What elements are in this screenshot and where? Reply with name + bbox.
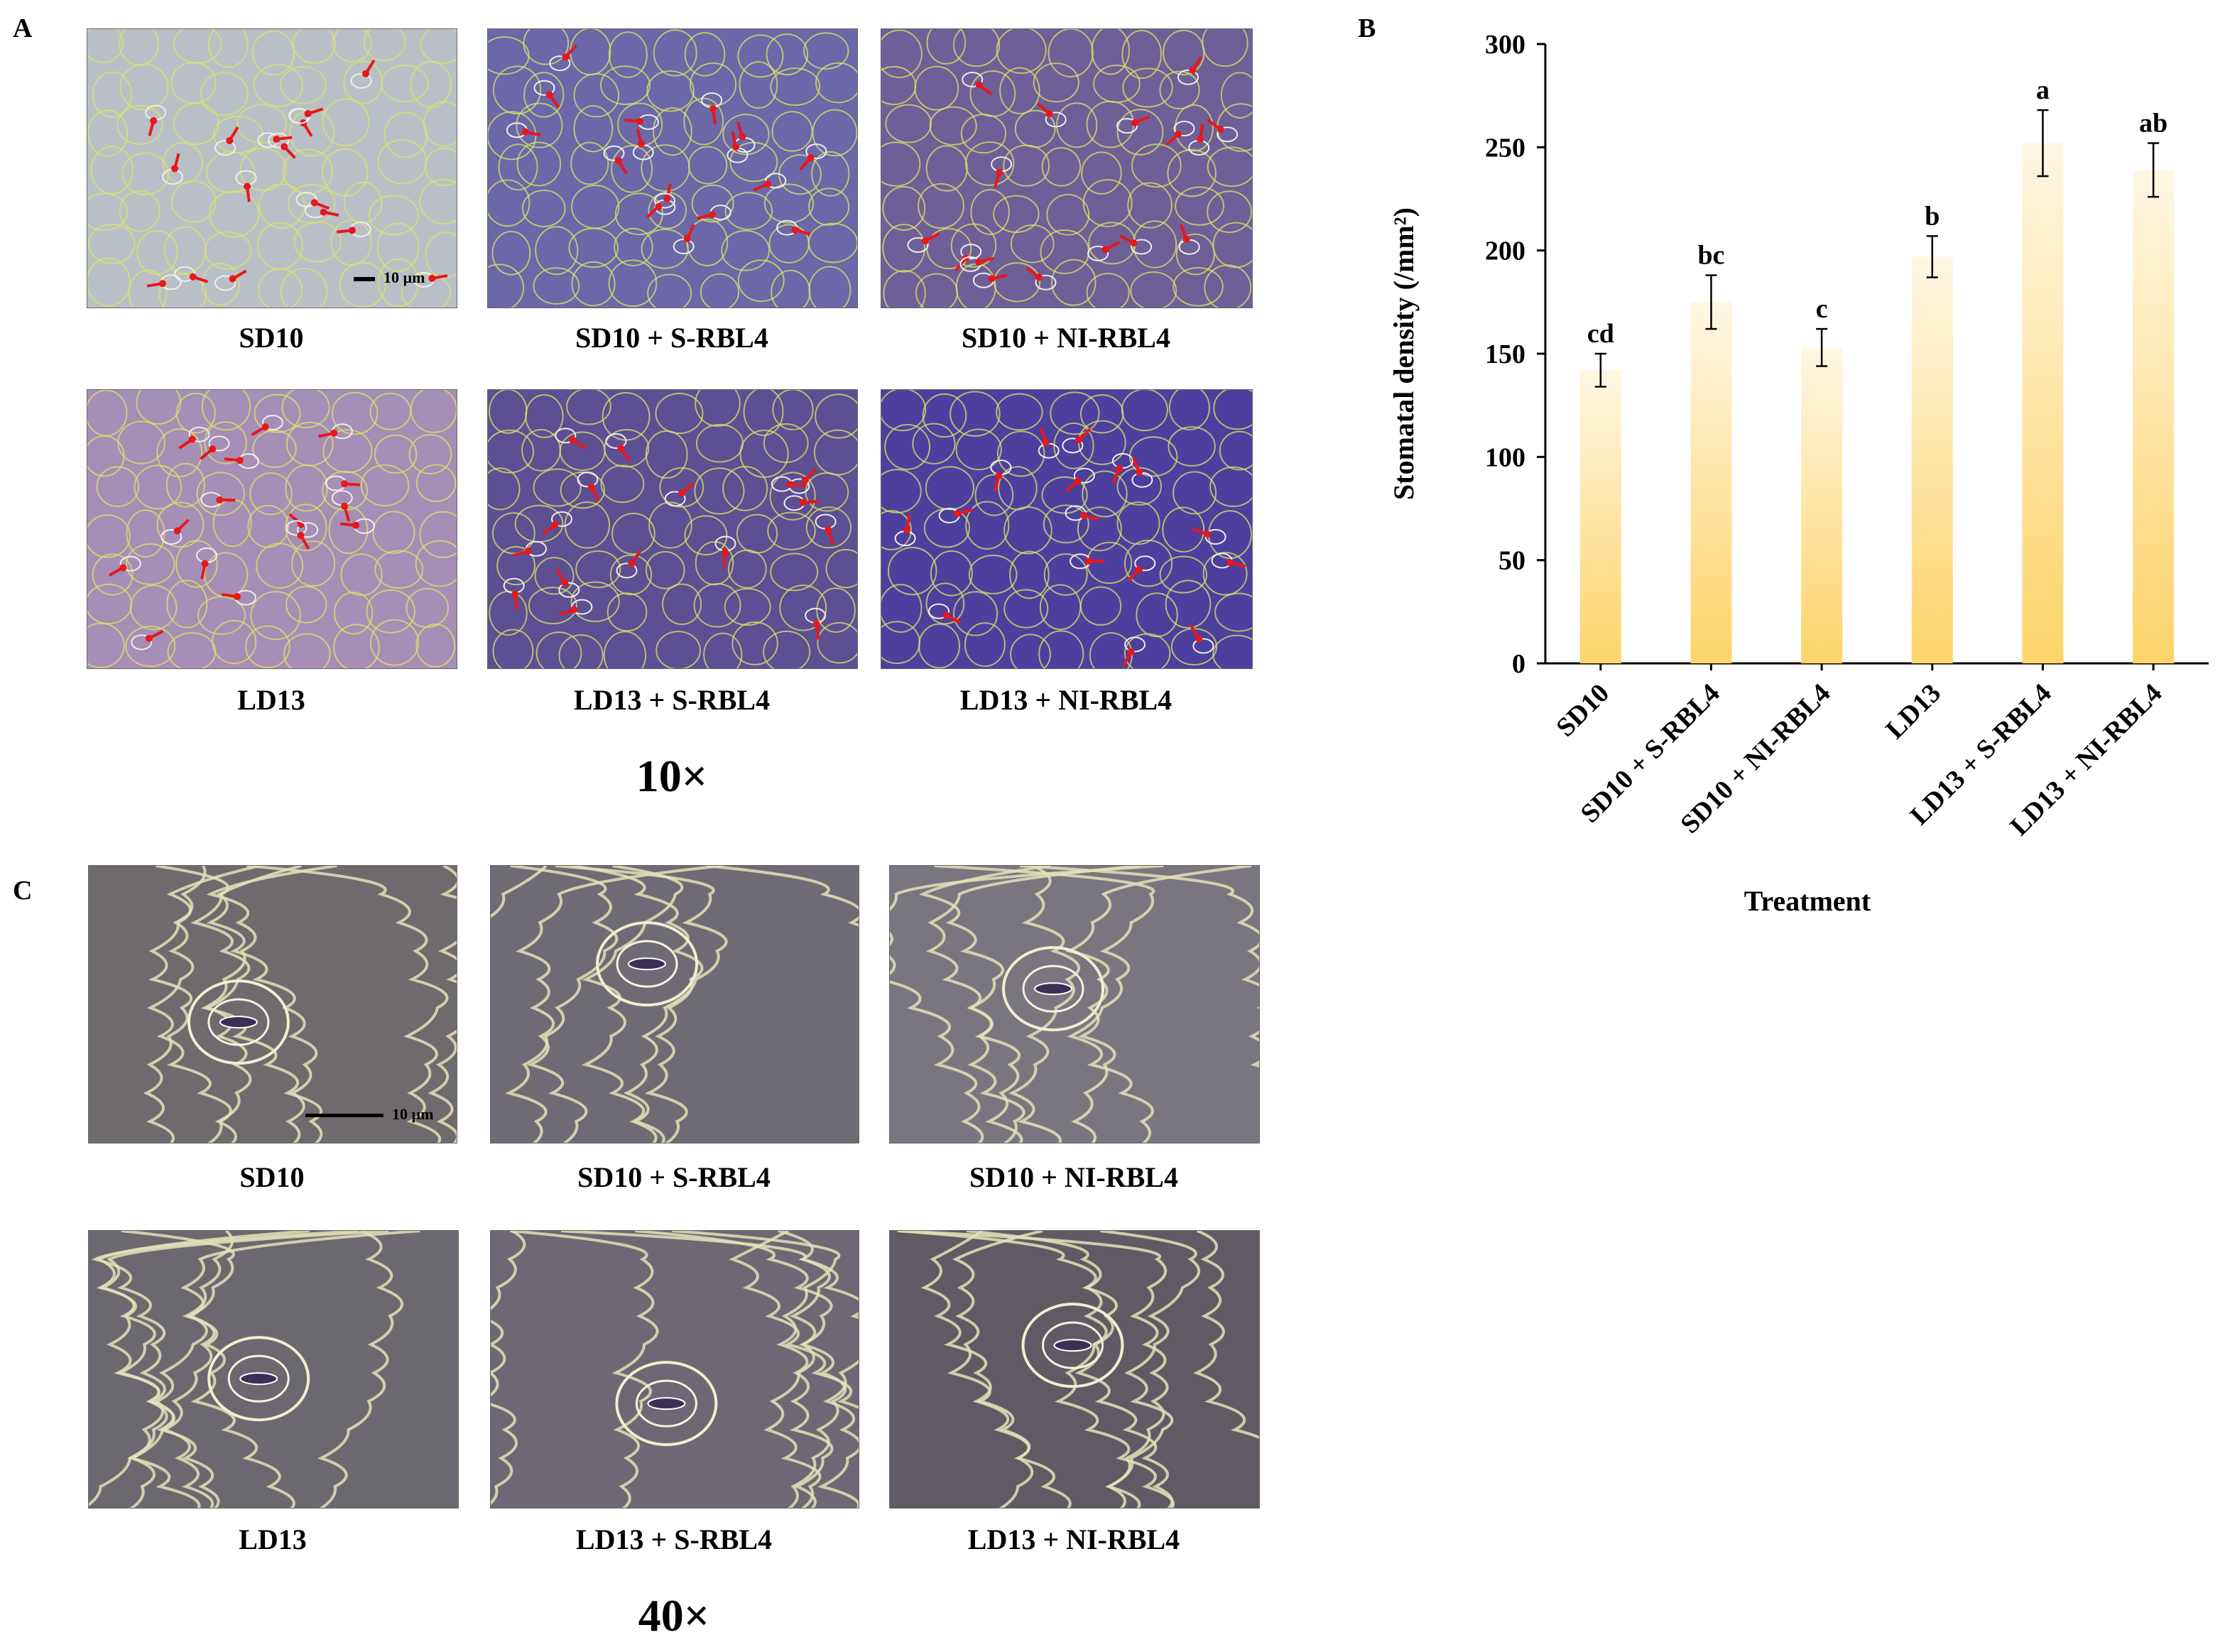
micrograph-c-sd10-ni-rbl4 xyxy=(889,865,1260,1143)
micrograph-a-sd10-ni-rbl4 xyxy=(881,28,1253,308)
bar xyxy=(1801,347,1843,663)
micrograph-texture xyxy=(87,29,457,308)
micrograph-c-ld13 xyxy=(88,1230,459,1509)
micrograph-texture xyxy=(881,29,1252,308)
stoma-pore xyxy=(219,1016,258,1029)
error-bar xyxy=(1594,352,1606,388)
y-tick-label: 250 xyxy=(1485,133,1525,163)
micrograph-a-sd10 xyxy=(87,28,457,308)
micrograph-texture xyxy=(488,390,857,668)
bar xyxy=(1579,370,1621,663)
y-tick-label: 0 xyxy=(1512,649,1525,679)
micrograph-texture xyxy=(890,866,1259,1143)
caption-c-sd10-s-rbl4: SD10 + S-RBL4 xyxy=(577,1161,771,1193)
caption-a-ld13-ni-rbl4: LD13 + NI-RBL4 xyxy=(959,684,1172,716)
caption-a-sd10-s-rbl4: SD10 + S-RBL4 xyxy=(575,322,768,354)
scale-bar-label-a: 10 µm xyxy=(354,268,425,287)
micrograph-texture xyxy=(491,1231,859,1508)
error-bar xyxy=(1816,327,1828,367)
x-tick-label: LD13 xyxy=(1880,678,1947,745)
micrograph-texture xyxy=(491,866,859,1143)
bar xyxy=(2022,143,2064,663)
y-tick-label: 100 xyxy=(1485,442,1525,472)
micrograph-a-ld13 xyxy=(87,389,457,669)
micrograph-texture xyxy=(488,29,857,308)
x-axis-title: Treatment xyxy=(1744,885,1871,917)
significance-label: c xyxy=(1816,294,1828,324)
caption-c-sd10: SD10 xyxy=(239,1161,305,1193)
panel-letter-b: B xyxy=(1358,13,1376,43)
significance-label: b xyxy=(1925,201,1939,231)
y-tick-label: 50 xyxy=(1498,546,1525,576)
micrograph-c-sd10 xyxy=(88,865,457,1143)
micrograph-a-ld13-s-rbl4 xyxy=(487,389,858,669)
stoma-pore xyxy=(628,957,667,971)
caption-a-sd10: SD10 xyxy=(239,322,304,354)
micrograph-texture xyxy=(87,390,457,668)
y-tick-label: 300 xyxy=(1485,30,1525,60)
y-axis-title: Stomatal density (/mm²) xyxy=(1388,207,1420,500)
caption-a-ld13: LD13 xyxy=(237,684,305,716)
scale-bar-c xyxy=(305,1114,383,1118)
x-tick-label: SD10 xyxy=(1550,678,1615,743)
caption-c-ld13-ni-rbl4: LD13 + NI-RBL4 xyxy=(967,1523,1180,1555)
micrograph-texture xyxy=(890,1231,1259,1508)
significance-label: cd xyxy=(1587,319,1614,349)
micrograph-c-sd10-s-rbl4 xyxy=(490,865,859,1143)
significance-label: ab xyxy=(2139,109,2167,138)
caption-a-ld13-s-rbl4: LD13 + S-RBL4 xyxy=(573,684,771,716)
significance-label: bc xyxy=(1698,241,1725,271)
stoma-pore xyxy=(647,1397,686,1411)
micrograph-a-sd10-s-rbl4 xyxy=(487,28,858,308)
significance-label: a xyxy=(2036,75,2050,105)
y-tick-label: 200 xyxy=(1485,237,1525,266)
stoma-pore xyxy=(239,1372,278,1386)
bar xyxy=(1911,256,1953,663)
bar xyxy=(1690,302,1732,663)
error-bar xyxy=(1705,274,1717,330)
micrograph-texture xyxy=(89,1231,458,1508)
panel-letter-a: A xyxy=(13,13,33,43)
bar xyxy=(2133,170,2175,664)
micrograph-c-ld13-s-rbl4 xyxy=(490,1230,859,1509)
stoma-pore xyxy=(1053,1339,1092,1352)
panel-letter-c: C xyxy=(13,876,33,906)
error-bar xyxy=(2148,142,2160,198)
micrograph-c-ld13-ni-rbl4 xyxy=(889,1230,1260,1509)
magnification-10x: 10× xyxy=(636,751,708,801)
micrograph-texture xyxy=(881,390,1252,668)
caption-c-ld13: LD13 xyxy=(239,1523,307,1555)
caption-c-sd10-ni-rbl4: SD10 + NI-RBL4 xyxy=(969,1161,1178,1193)
micrograph-a-ld13-ni-rbl4 xyxy=(881,389,1253,669)
error-bar xyxy=(1926,235,1938,278)
scale-bar-label-c: 10 µm xyxy=(305,1105,434,1124)
stoma-pore xyxy=(1034,982,1073,996)
caption-c-ld13-s-rbl4: LD13 + S-RBL4 xyxy=(575,1523,773,1555)
caption-a-sd10-ni-rbl4: SD10 + NI-RBL4 xyxy=(962,322,1170,354)
magnification-40x: 40× xyxy=(638,1590,710,1641)
y-tick-label: 150 xyxy=(1485,339,1525,369)
scale-bar-a xyxy=(354,276,375,281)
micrograph-texture xyxy=(89,866,457,1143)
error-bar xyxy=(2037,109,2049,178)
